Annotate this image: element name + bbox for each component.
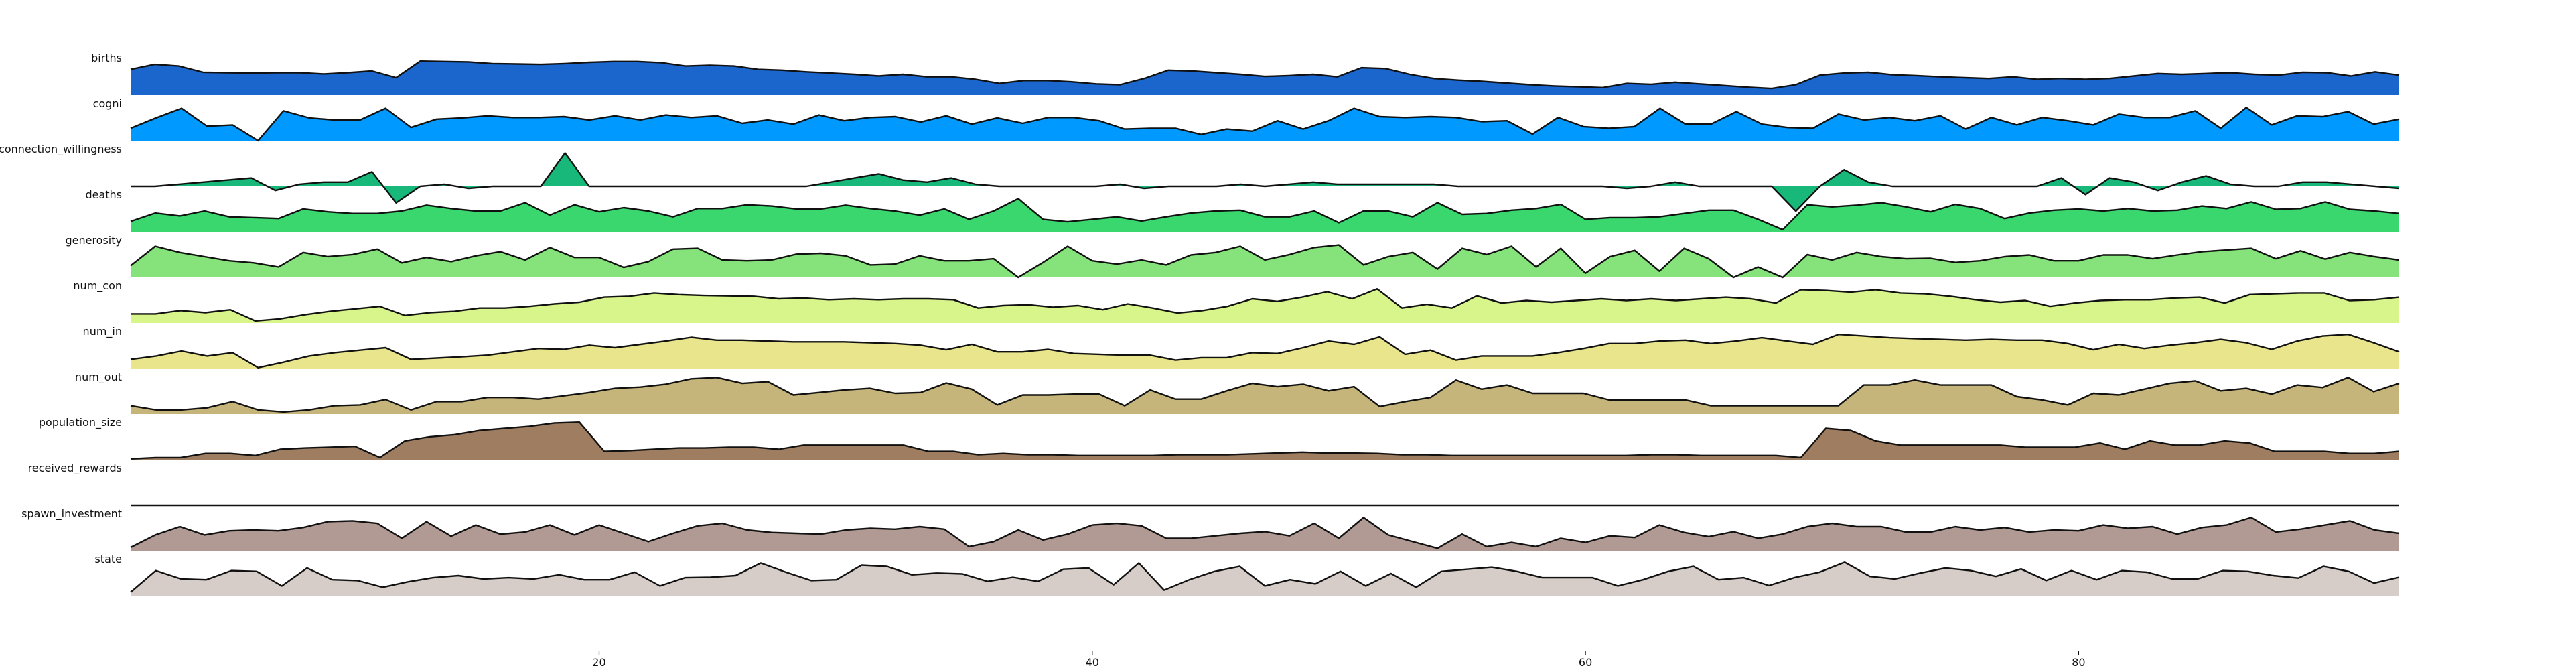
ridge-area xyxy=(131,289,2399,323)
ridge-connection-willingness: connection_willingness xyxy=(0,143,2400,212)
ridge-population-size: population_size xyxy=(39,416,2400,460)
ridge-line xyxy=(130,377,2400,413)
ridge-generosity: generosity xyxy=(65,234,2400,279)
ridge-area xyxy=(131,562,2399,596)
row-label: generosity xyxy=(65,234,122,247)
row-label: population_size xyxy=(39,416,122,429)
ridge-line xyxy=(130,244,2400,279)
ridge-line xyxy=(130,421,2400,460)
x-tick-label: 60 xyxy=(1579,656,1592,669)
row-label: cogni xyxy=(93,97,122,110)
ridge-line xyxy=(130,60,2400,90)
ridge-area xyxy=(131,422,2399,460)
ridge-line xyxy=(130,561,2400,593)
ridge-area xyxy=(131,377,2399,414)
ridge-area xyxy=(131,198,2399,232)
ridge-state: state xyxy=(94,553,2400,596)
ridge-line xyxy=(130,517,2400,549)
ridge-area xyxy=(131,153,2399,212)
ridge-spawn-investment: spawn_investment xyxy=(21,507,2400,551)
ridge-line xyxy=(131,152,2400,212)
ridge-num-out: num_out xyxy=(75,371,2400,414)
ridge-area xyxy=(131,334,2399,368)
ridge-cogni: cogni xyxy=(93,97,2400,142)
row-label: num_in xyxy=(83,325,122,338)
ridge-num-in: num_in xyxy=(83,325,2400,368)
ridge-deaths: deaths xyxy=(85,188,2400,232)
x-tick-label: 80 xyxy=(2072,656,2085,669)
ridge-num-con: num_con xyxy=(73,279,2400,323)
ridge-line xyxy=(131,288,2400,322)
row-label: num_con xyxy=(73,279,122,293)
ridge-line xyxy=(130,107,2400,142)
x-tick-label: 40 xyxy=(1086,656,1099,669)
ridge-area xyxy=(131,107,2399,141)
row-label: births xyxy=(91,52,122,64)
row-label: num_out xyxy=(75,371,122,384)
row-label: state xyxy=(94,553,122,565)
row-label: spawn_investment xyxy=(21,507,122,521)
x-tick-label: 20 xyxy=(592,656,605,669)
row-label: received_rewards xyxy=(28,462,122,475)
ridge-line xyxy=(130,334,2400,368)
ridge-received-rewards: received_rewards xyxy=(28,462,2399,507)
row-label: deaths xyxy=(85,188,122,201)
row-label: connection_willingness xyxy=(0,143,122,156)
ridge-area xyxy=(131,61,2399,95)
ridge-area xyxy=(131,517,2399,551)
ridge-area xyxy=(131,245,2399,277)
ridge-line xyxy=(130,198,2400,231)
x-axis: 20 40 60 80 xyxy=(592,651,2086,669)
ridge-births: births xyxy=(91,52,2400,95)
